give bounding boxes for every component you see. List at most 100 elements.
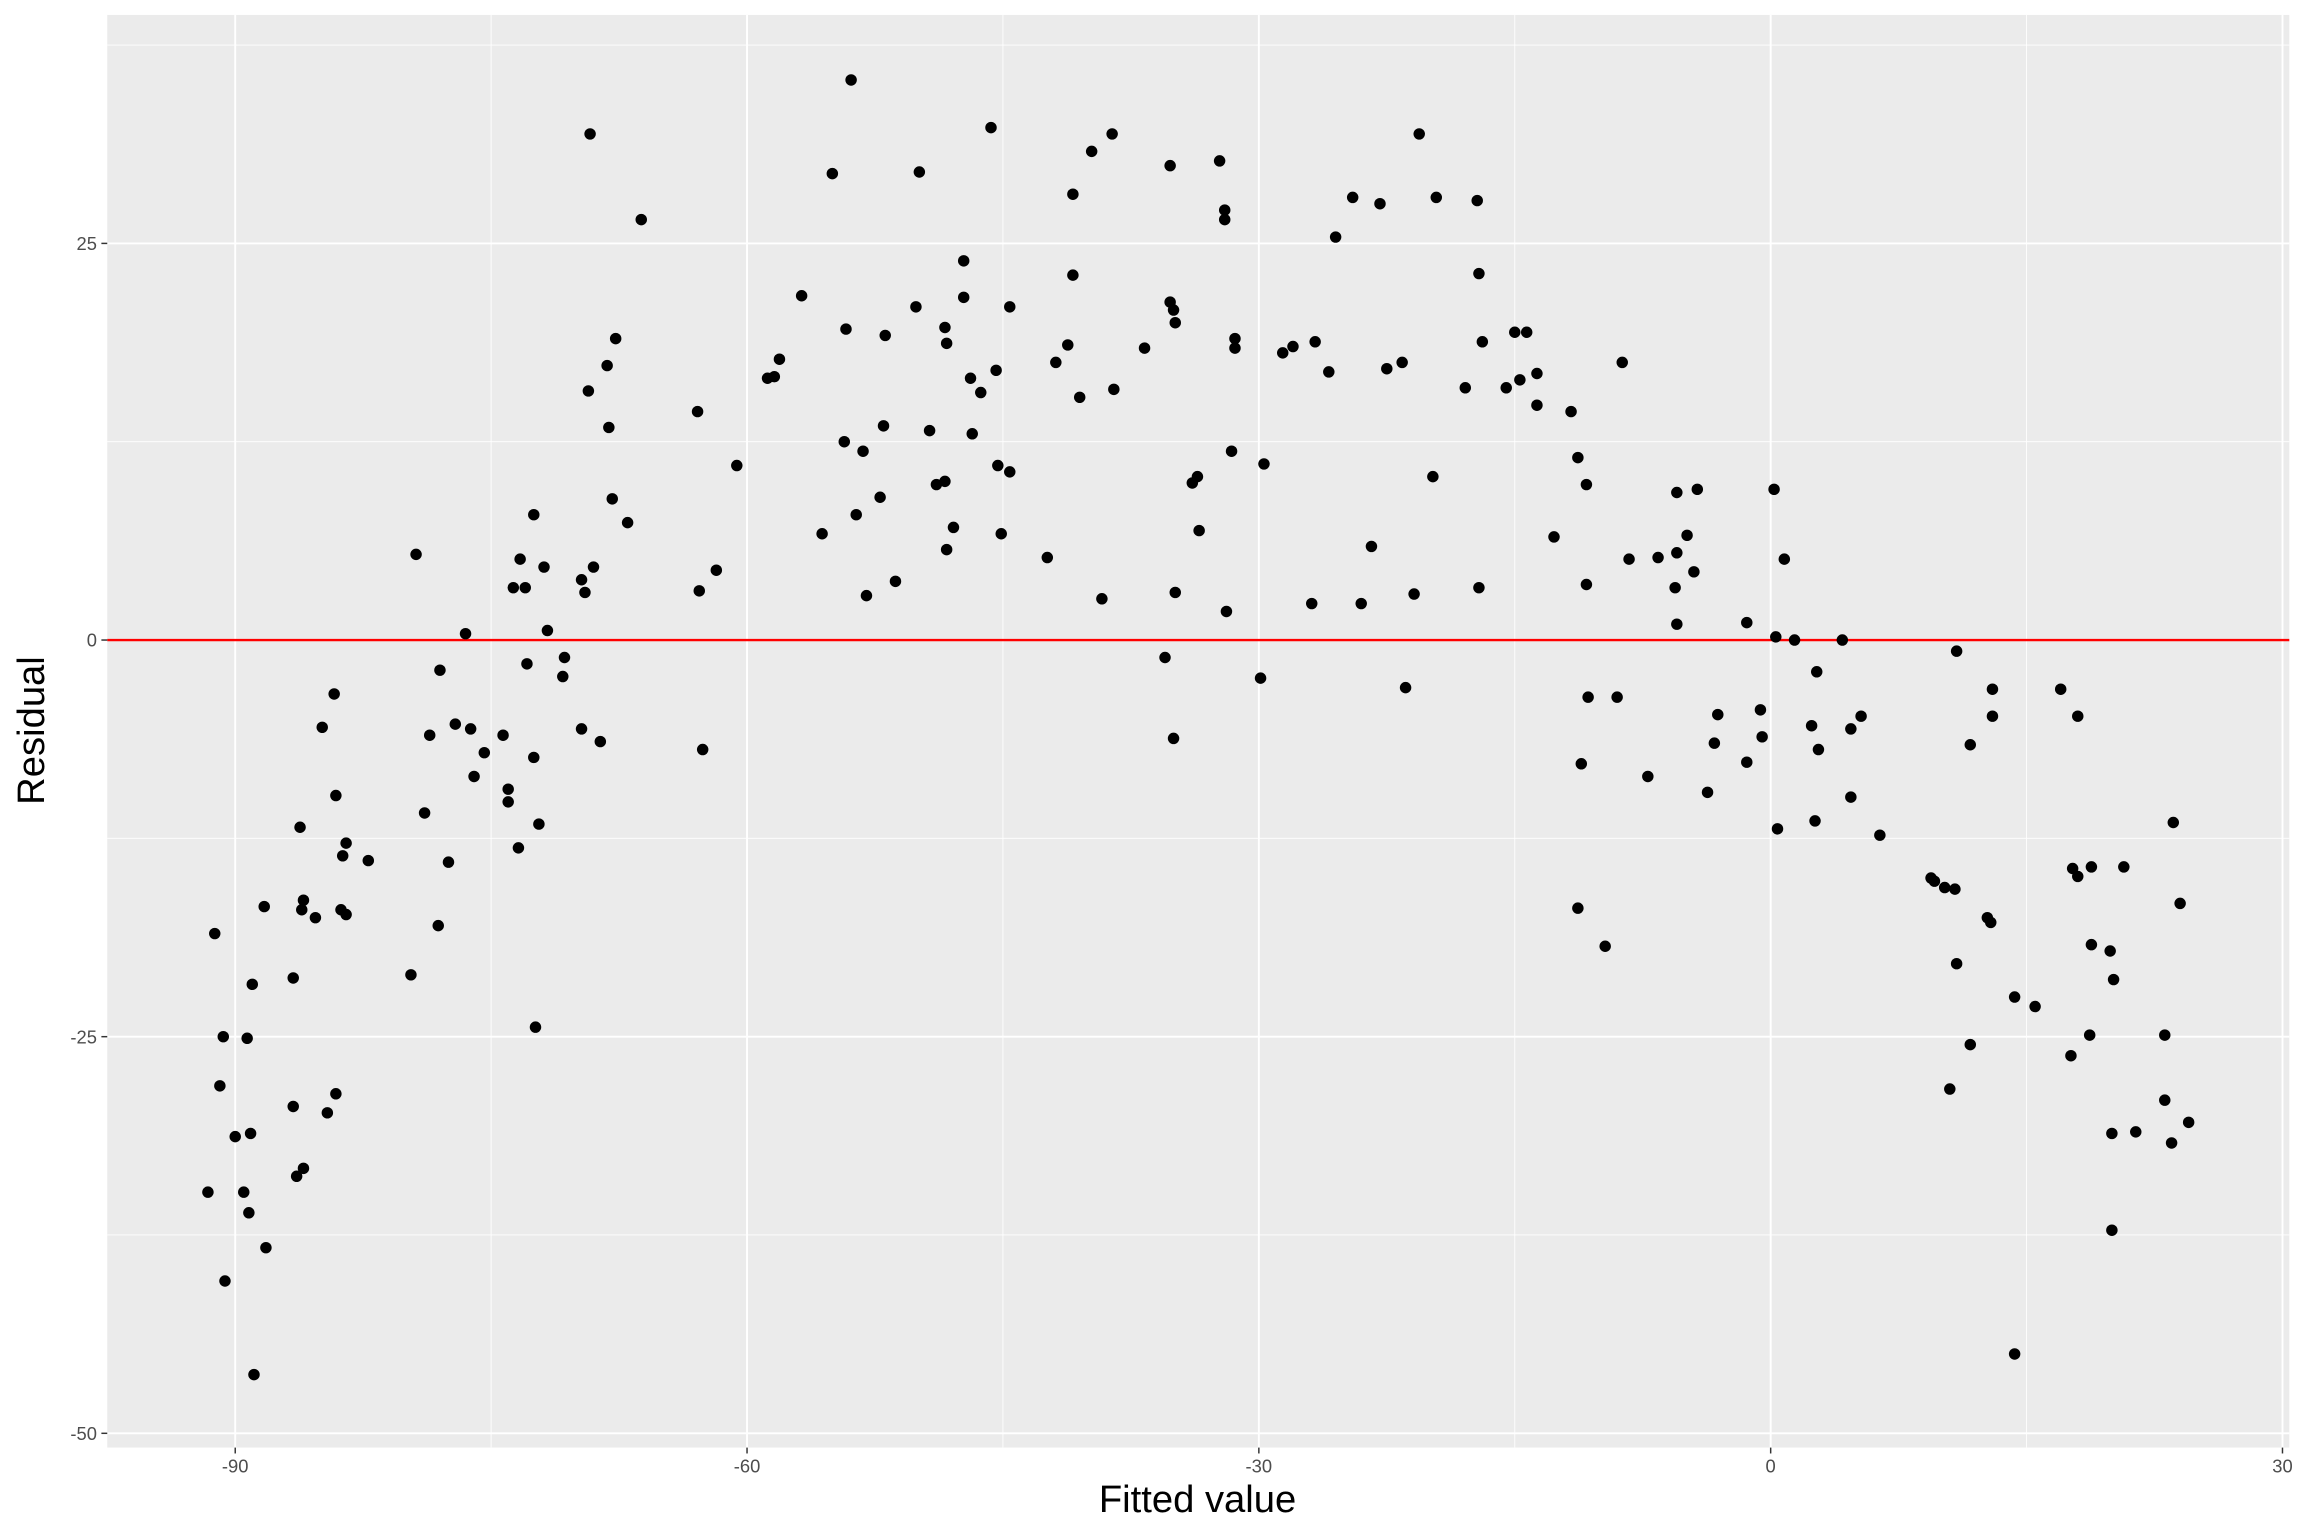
data-point (316, 721, 328, 734)
data-point (2008, 991, 2021, 1003)
data-point (1548, 531, 1560, 543)
data-point (1229, 332, 1241, 345)
data-point (1950, 645, 1963, 657)
data-point (290, 1170, 303, 1183)
data-point (1669, 581, 1681, 594)
data-point (2029, 1000, 2041, 1013)
data-point (1073, 391, 1086, 404)
data-point (294, 821, 306, 833)
data-point (258, 900, 270, 913)
data-point (691, 405, 704, 418)
data-point (1986, 710, 1999, 722)
data-point (840, 323, 852, 335)
data-point (1855, 710, 1867, 722)
data-point (1509, 326, 1521, 338)
data-point (1258, 458, 1270, 470)
data-point (1582, 691, 1594, 703)
data-point (838, 435, 851, 448)
data-point (1688, 566, 1700, 578)
data-point (594, 735, 607, 748)
y-tick-label: -50 (70, 1423, 97, 1444)
data-point (1309, 336, 1321, 348)
data-point (1067, 269, 1079, 281)
data-point (606, 493, 618, 505)
data-point (2167, 816, 2180, 829)
data-point (1599, 940, 1611, 952)
data-point (1778, 553, 1791, 565)
data-point (2072, 710, 2084, 722)
data-point (248, 1368, 260, 1381)
data-point (913, 166, 926, 178)
data-point (923, 424, 936, 437)
data-point (2165, 1137, 2178, 1149)
x-tick-label: -60 (734, 1456, 761, 1477)
data-point (2182, 1116, 2195, 1129)
data-point (1355, 597, 1367, 610)
data-point (1169, 586, 1181, 599)
data-point (795, 290, 808, 302)
data-point (219, 1275, 231, 1287)
y-tick-label: -25 (70, 1026, 97, 1047)
data-point (575, 723, 588, 735)
data-point (442, 856, 455, 868)
data-point (1708, 737, 1721, 749)
data-point (309, 911, 322, 924)
data-point (1413, 128, 1425, 140)
data-point (1306, 597, 1318, 610)
data-point (1754, 704, 1767, 716)
data-point (1701, 786, 1714, 799)
data-point (1346, 191, 1359, 204)
data-point (244, 1127, 257, 1140)
data-point (773, 353, 786, 365)
data-point (1164, 159, 1176, 172)
data-point (202, 1186, 214, 1198)
data-point (1836, 634, 1849, 646)
data-point (2107, 973, 2120, 986)
data-point (1323, 366, 1335, 378)
data-point (1106, 128, 1118, 140)
data-point (1964, 739, 1977, 751)
data-point (1408, 588, 1420, 600)
data-point (2118, 861, 2130, 873)
data-point (1681, 529, 1693, 542)
data-point (512, 842, 525, 854)
data-point (1771, 823, 1784, 835)
data-point (541, 624, 554, 637)
y-tick-label: 25 (77, 233, 97, 254)
data-point (990, 364, 1002, 377)
data-point (826, 167, 839, 180)
data-point (940, 337, 953, 350)
data-point (246, 978, 259, 991)
data-point (1671, 547, 1683, 559)
data-point (1396, 356, 1408, 369)
data-point (296, 904, 308, 916)
data-point (1741, 756, 1753, 768)
data-point (2159, 1094, 2171, 1106)
data-point (889, 575, 902, 588)
data-point (1500, 382, 1512, 394)
data-point (1374, 198, 1386, 210)
data-point (2083, 1029, 2096, 1041)
data-point (857, 445, 869, 457)
data-point (229, 1130, 241, 1143)
data-point (1874, 829, 1886, 841)
data-point (502, 796, 514, 808)
data-point (1986, 683, 1999, 695)
data-point (217, 1030, 230, 1043)
data-point (1220, 605, 1233, 618)
y-axis-title: Residual (10, 656, 53, 805)
data-point (2072, 870, 2084, 883)
data-point (2085, 861, 2098, 873)
data-point (209, 927, 221, 940)
data-point (362, 854, 375, 867)
data-point (1611, 691, 1623, 703)
data-point (985, 121, 997, 134)
data-point (1514, 374, 1526, 386)
data-point (410, 548, 422, 561)
data-point (1810, 666, 1823, 678)
data-point (1572, 902, 1584, 914)
data-point (957, 291, 970, 304)
data-point (621, 516, 634, 529)
data-point (557, 670, 569, 683)
